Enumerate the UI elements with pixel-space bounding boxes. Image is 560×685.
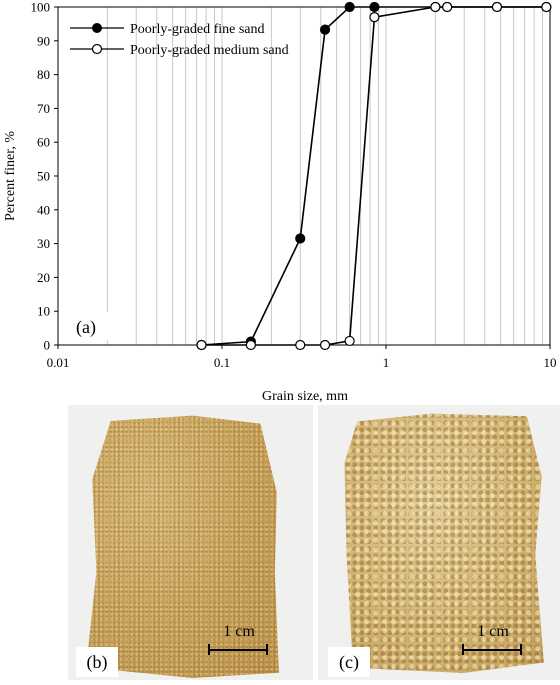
data-point bbox=[319, 339, 331, 351]
x-tick-label: 10 bbox=[544, 355, 557, 370]
panel-tag-b: (b) bbox=[76, 647, 118, 677]
x-tick-label: 0.01 bbox=[47, 355, 70, 370]
data-point bbox=[319, 24, 331, 35]
series-line-1 bbox=[201, 6, 547, 346]
data-point bbox=[541, 1, 552, 13]
y-tick-label: 30 bbox=[37, 236, 50, 251]
scale-bar-b: 1 cm bbox=[204, 623, 274, 663]
y-tick-label: 50 bbox=[37, 169, 50, 184]
data-point bbox=[295, 233, 306, 244]
data-point bbox=[344, 1, 355, 13]
y-tick-label: 40 bbox=[37, 202, 50, 217]
medium-sand-sample bbox=[344, 413, 544, 673]
data-point bbox=[196, 339, 207, 351]
y-tick-label: 70 bbox=[37, 101, 50, 116]
y-axis-ticks: 0 10 20 30 40 50 60 70 80 90 100 bbox=[31, 0, 58, 353]
scale-label-b: 1 cm bbox=[223, 623, 255, 640]
data-point bbox=[295, 339, 306, 351]
legend-marker-fine bbox=[92, 23, 102, 33]
legend-label-fine: Poorly-graded fine sand bbox=[130, 22, 265, 37]
legend-label-medium: Poorly-graded medium sand bbox=[130, 43, 289, 58]
data-point bbox=[491, 1, 503, 13]
x-tick-label: 0.1 bbox=[214, 355, 230, 370]
y-tick-label: 80 bbox=[37, 67, 50, 82]
data-point bbox=[430, 1, 441, 13]
panel-tag-a-bg bbox=[74, 312, 108, 340]
x-axis-ticks: 0.01 0.1 1 10 bbox=[47, 345, 557, 370]
x-tick-label: 1 bbox=[383, 355, 390, 370]
y-tick-label: 100 bbox=[31, 0, 51, 15]
photo-medium-sand: 1 cm (c) bbox=[318, 405, 560, 680]
panel-tag-c: (c) bbox=[328, 647, 370, 677]
grain-size-chart: 0 10 20 30 40 50 60 70 80 90 100 0.01 0.1 1 10 Percen… bbox=[3, 0, 557, 404]
photo-fine-sand: 1 cm (b) bbox=[68, 405, 313, 680]
scale-cap-right-c bbox=[520, 644, 522, 655]
data-point bbox=[369, 1, 380, 13]
fine-sand-sample bbox=[86, 415, 279, 678]
legend-marker-medium bbox=[91, 43, 103, 55]
y-axis-title: Percent finer, % bbox=[3, 131, 18, 221]
y-tick-label: 20 bbox=[37, 270, 50, 285]
scale-cap-left-b bbox=[208, 644, 210, 655]
series-layer bbox=[196, 1, 552, 351]
y-tick-label: 90 bbox=[37, 33, 50, 48]
data-point bbox=[369, 12, 380, 23]
legend: Poorly-graded fine sand Poorly-graded me… bbox=[70, 22, 289, 58]
scale-line-c bbox=[462, 649, 522, 651]
data-point bbox=[344, 335, 355, 347]
scale-label-c: 1 cm bbox=[477, 623, 509, 640]
x-axis-title: Grain size, mm bbox=[262, 389, 348, 404]
scale-bar-c: 1 cm bbox=[458, 623, 528, 663]
y-tick-label: 60 bbox=[37, 135, 50, 150]
scale-cap-right-b bbox=[266, 644, 268, 655]
y-tick-label: 10 bbox=[37, 304, 50, 319]
scale-cap-left-c bbox=[462, 644, 464, 655]
y-tick-label: 0 bbox=[44, 338, 51, 353]
scale-line-b bbox=[208, 649, 268, 651]
chart-grid bbox=[106, 7, 543, 345]
data-point bbox=[245, 339, 256, 351]
data-point bbox=[442, 1, 453, 13]
panel-tag-a: (a) bbox=[76, 317, 96, 338]
